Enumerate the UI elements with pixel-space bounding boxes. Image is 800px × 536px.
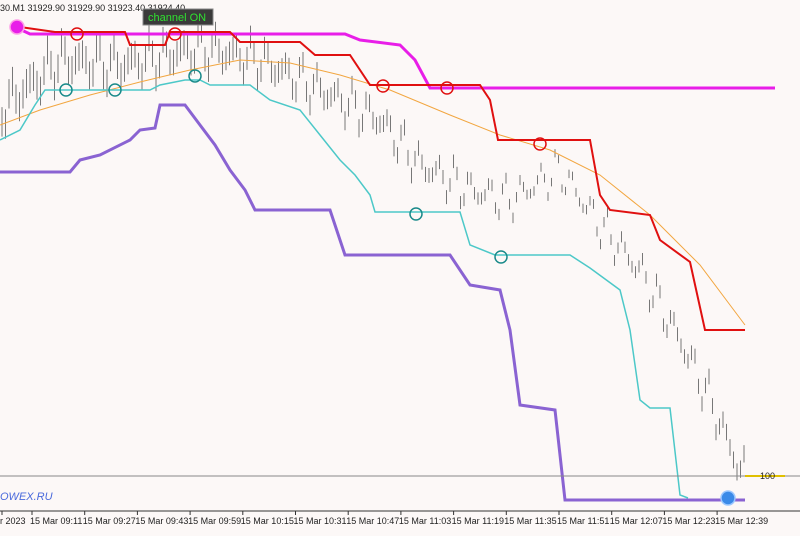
time-label: 15 Mar 11:51 bbox=[557, 516, 609, 526]
cyan-channel bbox=[0, 79, 689, 499]
time-label: 15 Mar 12:07 bbox=[610, 516, 663, 526]
price-bars bbox=[1, 18, 745, 481]
time-label: 15 Mar 10:15 bbox=[241, 516, 294, 526]
time-label: 15 Mar 12:23 bbox=[662, 516, 715, 526]
channel-button[interactable]: channel ON bbox=[148, 12, 206, 24]
time-label: 15 Mar 09:43 bbox=[135, 516, 188, 526]
time-label: 15 Mar 11:19 bbox=[452, 516, 504, 526]
time-label: 15 Mar 10:31 bbox=[294, 516, 347, 526]
time-label: 15 Mar 10:47 bbox=[346, 516, 399, 526]
time-label: 15 Mar 11:35 bbox=[504, 516, 556, 526]
time-label: 15 Mar 12:39 bbox=[715, 516, 768, 526]
time-label: 15 Mar 09:11 bbox=[30, 516, 82, 526]
magenta-channel bbox=[14, 25, 775, 90]
time-label: 15 Mar 11:03 bbox=[399, 516, 451, 526]
channel-button-bg[interactable] bbox=[142, 8, 214, 26]
red-channel bbox=[19, 26, 745, 331]
time-label: 15 Mar 09:27 bbox=[83, 516, 136, 526]
time-label: r 2023 bbox=[0, 516, 26, 526]
price-marker: 100 bbox=[760, 471, 775, 481]
quote-header: 30.M1 31929.90 31929.90 31923.40 31924.4… bbox=[0, 3, 185, 13]
time-axis: r 2023 15 Mar 09:11 15 Mar 09:27 15 Mar 09:… bbox=[0, 511, 768, 526]
time-label: 15 Mar 09:59 bbox=[188, 516, 241, 526]
watermark: OWEX.RU bbox=[0, 491, 53, 503]
purple-channel bbox=[0, 103, 745, 502]
signal-markers bbox=[9, 19, 736, 506]
ma-line bbox=[0, 59, 746, 326]
